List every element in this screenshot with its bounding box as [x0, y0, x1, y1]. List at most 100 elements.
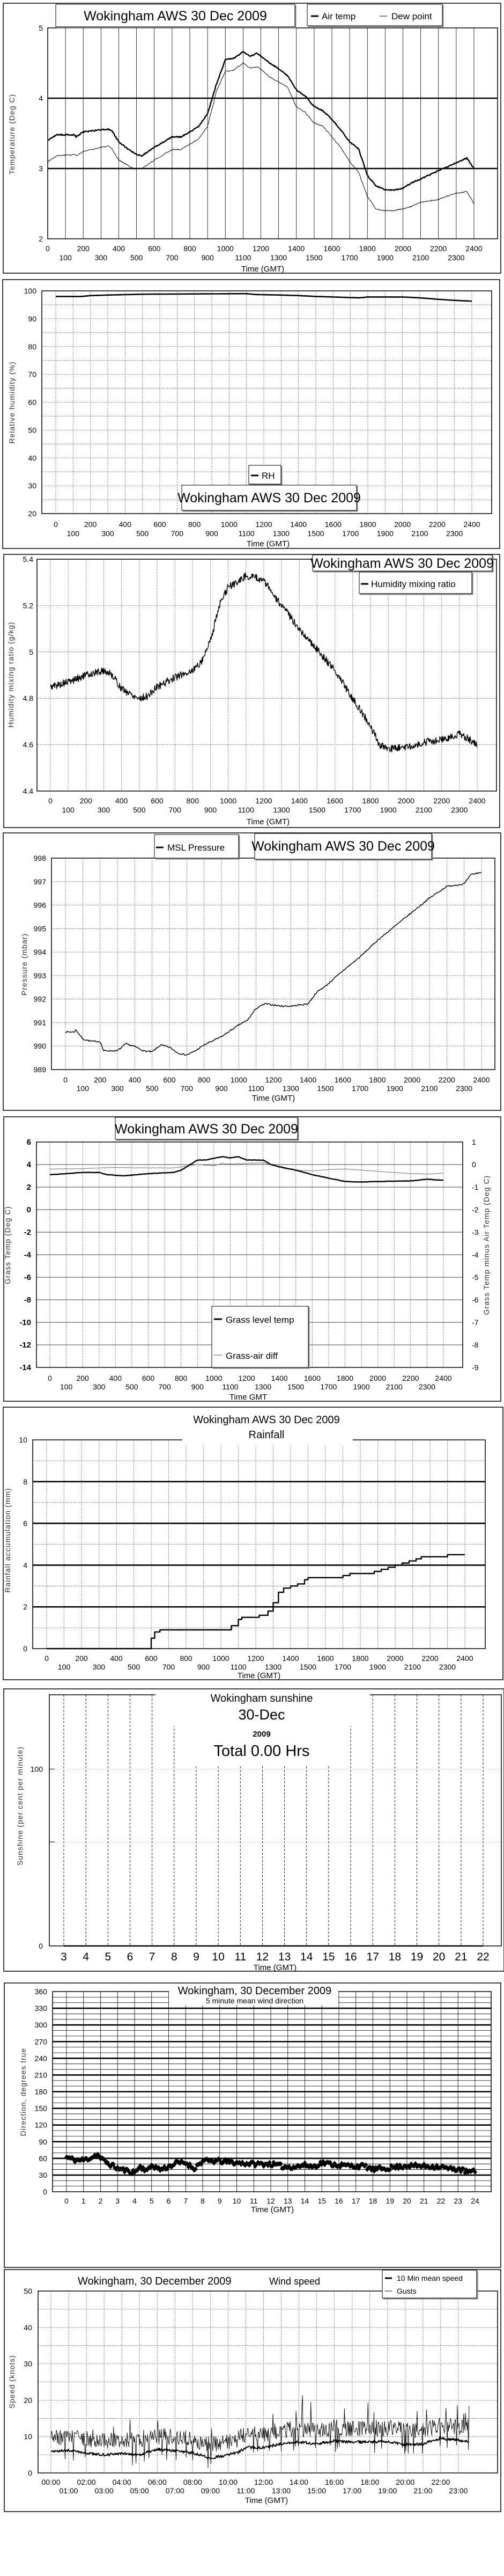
y-tick-label: 989: [34, 1065, 47, 1074]
x-tick-label: 17:00: [343, 2486, 361, 2495]
series-grass-temp: [49, 1156, 443, 1183]
title-box: [312, 554, 493, 572]
x-tick-label: 900: [197, 1663, 210, 1671]
y-axis-title: Humidity mixing ratio (g/kg): [6, 621, 15, 728]
x-tick-label: 6: [127, 1951, 134, 1963]
y-tick-label: 996: [34, 901, 47, 910]
y-tick-label-right: -9: [472, 1363, 479, 1372]
x-tick-label: 1100: [248, 1084, 264, 1093]
y-tick-label: 90: [39, 2138, 47, 2146]
y-tick-label: 360: [35, 1987, 48, 1996]
x-tick-label: 0: [54, 520, 58, 529]
x-tick-label: 1800: [352, 1654, 368, 1663]
x-tick-label: 2000: [369, 1374, 386, 1382]
x-tick-label: 18: [389, 1951, 401, 1963]
x-tick-label: 2300: [446, 529, 463, 538]
x-axis-title: Time (GMT): [254, 1963, 297, 1972]
x-tick-label: 1100: [239, 529, 255, 538]
x-tick-label: 2400: [465, 244, 482, 253]
x-tick-label: 20:00: [396, 2478, 414, 2486]
x-axis-title: Time (GMT): [252, 1094, 295, 1103]
y-tick-label: 100: [31, 1765, 43, 1773]
x-tick-label: 1500: [317, 1084, 333, 1093]
chart-sunshine: 0 100 3 4 5 6 7 8 9 10 11 12 13 14 15 16 17 18 19 20 21 22 Wo…: [3, 1688, 504, 1972]
x-tick-label: 13:00: [272, 2486, 291, 2495]
y-tick-label: 4: [23, 1561, 27, 1569]
x-tick-label: 1700: [342, 529, 359, 538]
x-tick-label: 400: [129, 1075, 142, 1084]
y-tick-label: -6: [24, 1273, 31, 1282]
plot-area: [38, 2290, 498, 2473]
x-tick-label: 200: [84, 520, 97, 529]
x-tick-label: 2100: [386, 1382, 403, 1391]
y-tick-label: 2: [39, 235, 43, 243]
wind-direction-point: [473, 2169, 477, 2175]
x-tick-label: 500: [146, 1084, 159, 1093]
x-tick-label: 1700: [335, 1663, 351, 1671]
wind-direction-point: [278, 2161, 283, 2167]
x-tick-label: 03:00: [95, 2486, 114, 2495]
chart-title: Wokingham AWS 30 Dec 2009: [251, 839, 435, 854]
x-tick-label: 2100: [404, 1663, 421, 1671]
y-tick-label: 80: [28, 342, 36, 351]
x-tick-label: 1000: [231, 1075, 247, 1084]
x-tick-label: 1700: [342, 253, 358, 262]
x-tick-label: 1600: [317, 1654, 333, 1663]
x-tick-label: 5: [150, 2197, 154, 2205]
x-tick-label: 23: [454, 2197, 462, 2205]
x-tick-label: 1900: [377, 529, 394, 538]
y-tick-label: 5.2: [23, 601, 34, 610]
y-tick-label: 990: [34, 1042, 47, 1050]
legend-label: MSL Pressure: [167, 843, 225, 853]
y-tick-label-right: -7: [472, 1318, 479, 1327]
wind-direction-point: [395, 2162, 399, 2168]
x-tick-label: 100: [62, 806, 75, 814]
x-tick-label: 2400: [456, 1654, 473, 1663]
wind-direction-point: [364, 2162, 368, 2168]
x-tick-label: 700: [166, 253, 179, 262]
x-tick-label: 200: [76, 1374, 89, 1382]
x-tick-label: 800: [198, 1075, 211, 1084]
x-tick-label: 2200: [430, 244, 447, 253]
x-tick-label: 1500: [309, 806, 325, 814]
x-tick-label: 2000: [395, 244, 411, 253]
x-tick-label: 1400: [300, 1075, 316, 1084]
y-tick-label: 50: [24, 2287, 32, 2295]
x-tick-label: 14: [301, 2197, 309, 2205]
x-tick-label: 2000: [394, 520, 411, 529]
x-tick-label: 0: [48, 796, 53, 805]
x-tick-label: 2200: [402, 1374, 419, 1382]
y-tick-label: 20: [24, 2396, 32, 2404]
chart-title: Wokingham AWS 30 Dec 2009: [177, 491, 361, 506]
x-tick-label: 300: [101, 529, 114, 538]
x-axis-title: Time (GMT): [245, 2496, 288, 2505]
wind-direction-point: [111, 2161, 116, 2167]
x-tick-label: 22: [477, 1951, 489, 1963]
x-tick-label: 01:00: [60, 2486, 78, 2495]
x-tick-label: 18: [369, 2197, 377, 2205]
x-tick-label: 22:00: [431, 2478, 450, 2486]
x-tick-label: 2200: [421, 1654, 438, 1663]
x-tick-label: 600: [148, 244, 161, 253]
wind-direction-point: [271, 2160, 276, 2165]
x-tick-label: 20: [433, 1951, 445, 1963]
x-tick-label: 18:00: [360, 2478, 379, 2486]
series-dew-point: [47, 62, 475, 211]
x-tick-label: 400: [110, 1654, 123, 1663]
x-tick-label: 500: [125, 1382, 138, 1391]
y-axis-title: Relative humidity (%): [8, 361, 16, 443]
y-tick-label: 0: [23, 1644, 27, 1653]
x-tick-label: 21: [420, 2197, 428, 2205]
legend: [359, 572, 472, 594]
y-tick-label-right: -3: [472, 1228, 479, 1236]
x-tick-label: 300: [93, 1663, 106, 1671]
y-tick-label: 60: [28, 398, 36, 407]
x-tick-label: 15:00: [307, 2486, 326, 2495]
x-tick-label: 19:00: [378, 2486, 397, 2495]
y-axis-title: Speed (knots): [8, 2355, 16, 2409]
x-tick-label: 1900: [377, 253, 394, 262]
y-tick-label-right: -8: [472, 1341, 479, 1349]
x-tick-label: 04:00: [113, 2478, 131, 2486]
y-tick-label: -12: [19, 1341, 31, 1350]
